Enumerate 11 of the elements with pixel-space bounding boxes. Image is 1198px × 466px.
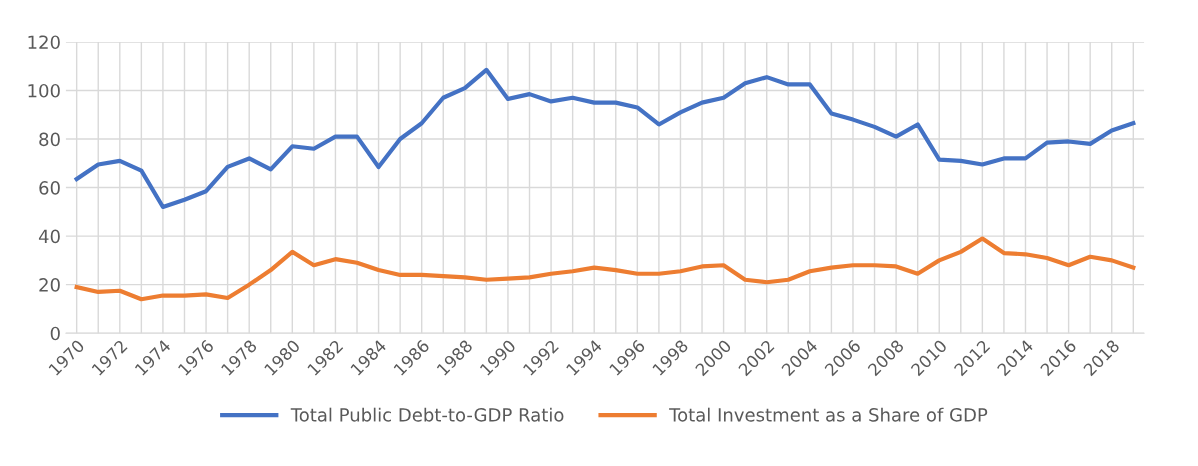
legend-label: Total Investment as a Share of GDP: [669, 407, 988, 422]
y-tick-label: 40: [38, 229, 60, 244]
legend-label: Total Public Debt-to-GDP Ratio: [290, 407, 564, 422]
line-series: [74, 236, 1136, 302]
y-tick-label: 60: [39, 181, 60, 195]
y-tick-label: 120: [28, 35, 60, 50]
y-tick-label: 80: [39, 132, 60, 147]
y-tick-label: 0: [50, 326, 60, 341]
line-series: [74, 67, 1136, 210]
y-tick-label: 100: [28, 83, 60, 98]
y-tick-label: 20: [39, 278, 60, 292]
